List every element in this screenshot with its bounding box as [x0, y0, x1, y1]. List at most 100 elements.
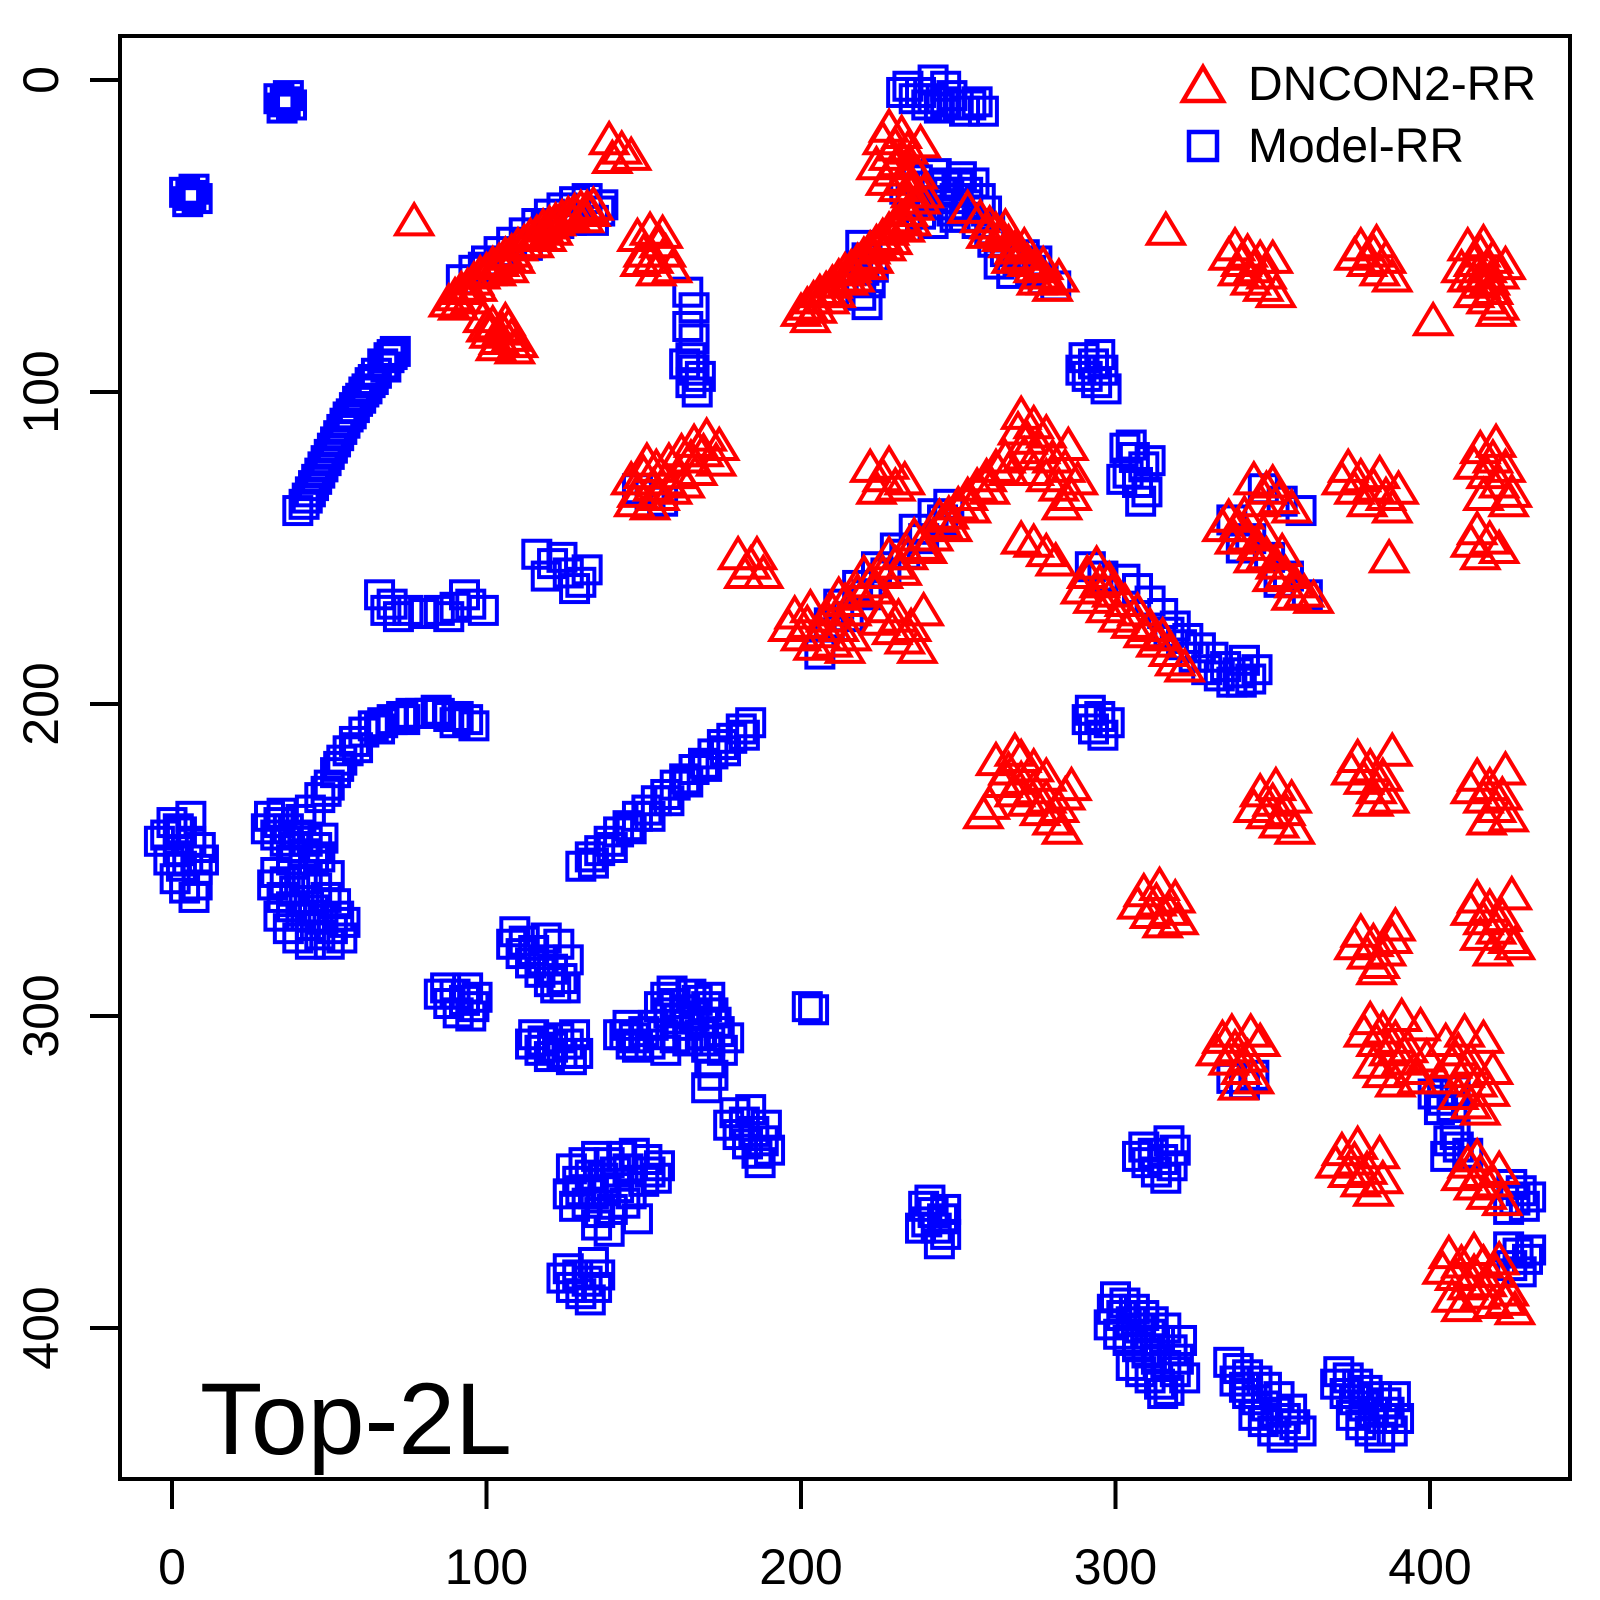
square-marker — [713, 1109, 745, 1141]
square-marker — [1103, 1318, 1135, 1350]
square-marker — [706, 729, 738, 761]
triangle-marker — [1046, 425, 1090, 462]
square-marker — [1084, 339, 1116, 371]
series-model-rr — [143, 64, 1547, 1453]
triangle-marker — [1332, 924, 1377, 961]
square-marker — [1320, 1368, 1352, 1400]
triangle-marker — [1395, 1058, 1439, 1095]
triangle-marker — [392, 200, 436, 237]
triangle-marker — [474, 250, 518, 287]
triangle-marker — [1355, 222, 1399, 259]
triangle-marker — [1439, 1155, 1483, 1192]
triangle-marker — [1455, 1136, 1499, 1173]
square-marker — [546, 541, 578, 573]
square-marker — [596, 832, 628, 864]
square-marker — [621, 1203, 653, 1235]
square-marker — [379, 335, 411, 367]
square-marker — [1134, 445, 1166, 477]
square-marker — [675, 978, 707, 1010]
y-tick-label: 0 — [13, 66, 69, 94]
triangle-marker — [1087, 559, 1131, 596]
triangle-marker — [1483, 1280, 1528, 1316]
triangle-marker — [464, 306, 509, 343]
square-marker — [615, 1028, 647, 1060]
square-marker — [1093, 1309, 1125, 1341]
triangle-marker — [867, 443, 911, 480]
triangle-marker — [1392, 1049, 1436, 1086]
triangle-marker — [1144, 209, 1188, 246]
square-marker — [540, 972, 572, 1004]
square-marker — [515, 1028, 547, 1060]
square-marker — [433, 601, 465, 633]
square-marker — [323, 750, 355, 782]
triangle-marker — [905, 528, 949, 564]
square-marker — [1373, 1396, 1405, 1428]
square-marker — [612, 1009, 644, 1041]
square-marker — [389, 704, 421, 736]
x-tick-label: 0 — [158, 1539, 186, 1595]
triangle-marker — [1270, 777, 1314, 814]
triangle-marker — [1471, 1283, 1515, 1320]
square-marker — [565, 1278, 597, 1310]
triangle-marker — [779, 290, 823, 327]
triangle-marker — [619, 241, 663, 277]
triangle-marker — [1377, 468, 1421, 505]
square-marker — [276, 89, 308, 121]
square-marker — [263, 900, 295, 932]
triangle-marker — [461, 297, 505, 334]
triangle-marker — [1458, 914, 1502, 951]
square-marker — [1156, 1334, 1188, 1366]
triangle-marker — [1216, 1064, 1260, 1101]
square-marker — [467, 594, 499, 626]
square-marker — [143, 825, 175, 857]
square-marker — [272, 80, 304, 112]
triangle-marker — [1137, 865, 1182, 901]
square-icon — [1186, 129, 1220, 163]
triangle-marker — [949, 487, 993, 524]
triangle-marker — [1355, 949, 1399, 986]
triangle-marker — [996, 409, 1040, 446]
square-marker — [294, 794, 326, 826]
triangle-marker — [1474, 290, 1518, 327]
square-marker — [178, 173, 210, 205]
triangle-marker — [1487, 918, 1531, 954]
square-marker — [313, 438, 345, 470]
square-marker — [448, 579, 480, 611]
triangle-marker — [1282, 571, 1326, 608]
triangle-marker — [1358, 453, 1402, 490]
square-marker — [1235, 663, 1267, 695]
triangle-marker — [650, 468, 694, 505]
triangle-marker — [1141, 615, 1185, 652]
legend-label: Model-RR — [1248, 119, 1465, 173]
triangle-marker — [902, 590, 946, 627]
triangle-marker — [1449, 768, 1493, 805]
triangle-marker — [1452, 443, 1496, 480]
triangle-marker — [1490, 471, 1534, 508]
triangle-marker — [999, 393, 1043, 430]
triangle-marker — [792, 624, 836, 661]
square-marker — [1439, 1119, 1471, 1151]
square-marker — [373, 342, 405, 374]
triangle-marker — [1477, 1148, 1521, 1185]
square-marker — [552, 1028, 584, 1060]
triangle-marker — [1213, 518, 1257, 555]
square-marker — [886, 76, 918, 108]
triangle-marker — [628, 484, 672, 521]
triangle-marker — [858, 599, 902, 636]
triangle-marker — [842, 553, 886, 589]
square-marker — [1247, 1406, 1279, 1438]
square-marker — [1166, 1324, 1198, 1356]
triangle-marker — [1115, 883, 1160, 920]
series-dncon2-rr — [392, 106, 1537, 1326]
triangle-marker — [1163, 646, 1207, 683]
square-marker — [329, 906, 361, 938]
square-marker — [294, 928, 326, 960]
square-marker — [455, 1000, 487, 1032]
square-marker — [1225, 666, 1257, 698]
y-tick-label: 100 — [13, 350, 69, 433]
square-marker — [1115, 429, 1147, 461]
square-marker — [961, 86, 993, 118]
triangle-marker — [1332, 234, 1377, 271]
triangle-marker — [886, 191, 930, 228]
